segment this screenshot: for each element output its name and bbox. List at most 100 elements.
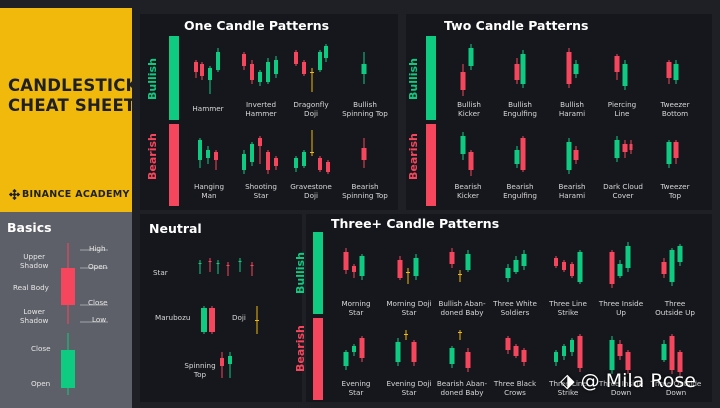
candle-body [562,262,566,270]
candle-body [302,152,306,166]
candle-body [617,344,623,356]
pattern-label: Morning Star [341,299,371,317]
candle-body [609,252,615,284]
neutral-star-label: Star [153,268,168,277]
candle-body [661,344,667,360]
pattern-label: Bearish Aban- doned Baby [436,379,488,397]
candle-body [220,358,224,366]
pattern-label: Bearish Kicker [454,182,482,200]
candle-body [310,152,314,153]
basics-title: Basics [7,220,52,235]
candle-body [513,346,519,356]
candle-body [614,56,620,72]
candle-body [460,136,466,154]
pattern-label: Shooting Star [245,182,277,200]
candle-body [669,250,675,282]
candle-body [206,150,210,158]
candle-body [570,264,574,276]
pattern-label: Inverted Hammer [245,100,277,118]
candle-body [577,336,583,368]
candle-body [395,342,401,362]
candle-body [216,263,220,264]
candle-body [238,261,242,262]
pattern-label: Bullish Engulfing [503,100,537,118]
candle-body [554,352,558,362]
pattern-label: Bearish Harami [558,182,586,200]
one-bull-bar [169,36,179,120]
candle-body [226,265,230,266]
pattern-label: Tweezer Bottom [660,100,690,118]
candle-body [617,264,623,276]
two-candle-panel [406,14,712,210]
candle-body [411,342,417,362]
watermark-icon: ⬗ [560,370,575,392]
candle-body [614,140,620,158]
candle-body [609,340,615,370]
candle-body [460,72,466,90]
candle-body [573,150,579,160]
pattern-label: Three White Soldiers [493,299,537,317]
candle-body [458,332,462,333]
candle-body [255,320,259,321]
pattern-label: Hanging Man [193,182,225,200]
candle-body [520,138,526,170]
three-candle-panel [306,214,712,402]
pattern-label: Three Outside Down [650,379,702,397]
candle-body [562,346,566,356]
candle-body [198,263,202,264]
candle-body [318,52,322,70]
candle-body [361,148,367,160]
candle-body [570,340,574,352]
pattern-label: Bullish Spinning Top [342,100,388,118]
candle-body [294,52,298,64]
pattern-label: Three Black Crows [493,379,537,397]
candle-body [266,152,270,170]
candle-body [661,262,667,274]
candle-body [465,254,471,270]
three-candle-title: Three+ Candle Patterns [331,216,500,231]
candle-body [673,142,679,158]
candle-body [622,144,628,152]
candle-body [352,346,356,352]
candle-body [274,60,278,74]
candle-body [242,154,246,170]
candle-body [61,350,75,388]
candle-body [352,266,356,272]
basics-open: Open [88,262,108,271]
candle-body [573,64,579,74]
watermark: ⬗ @ Mila Rose [560,370,696,392]
candle-body [625,246,631,268]
candle-body [274,158,278,166]
one-candle-panel [140,14,398,210]
pattern-label: Three Outside Up [655,299,695,317]
candle-body [201,308,207,332]
pattern-label: Evening Doji Star [386,379,432,397]
candle-body [343,352,349,366]
candle-body [359,256,365,276]
pattern-label: Piercing Line [607,100,637,118]
candle-body [200,64,204,76]
candle-body [629,144,633,150]
pattern-label: Hammer [192,104,224,113]
pattern-label: Three Inside Down [598,379,644,397]
academy-label: BINANCE ACADEMY [22,189,130,200]
brand-panel [0,8,132,212]
candle-body [468,152,474,170]
candle-body [310,72,314,73]
candle-body [554,258,558,266]
basics-low: Low [92,315,107,324]
candle-body [521,350,527,362]
candle-body [302,62,306,74]
candle-body [214,152,218,160]
candle-body [250,265,254,266]
two-candle-title: Two Candle Patterns [444,18,589,33]
basics-high: High [89,244,106,253]
pattern-label: Bullish Kicker [457,100,481,118]
candle-body [673,64,679,80]
one-bear-bar [169,124,179,206]
candle-body [258,72,262,82]
candle-body [209,308,215,332]
candle-body [514,64,520,80]
candle-body [521,254,527,266]
